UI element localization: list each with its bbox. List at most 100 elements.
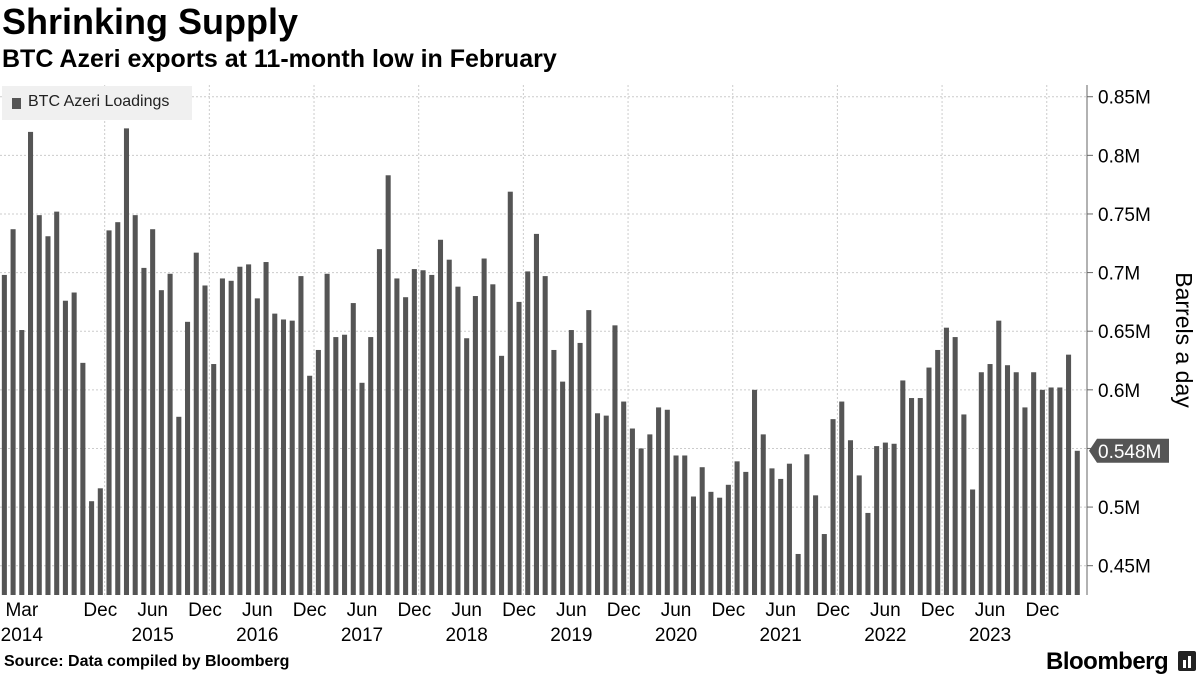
bar	[1074, 450, 1080, 595]
bar	[542, 276, 548, 595]
bar	[734, 461, 740, 595]
y-tick-label: 0.6M	[1098, 381, 1140, 402]
bar	[385, 175, 391, 595]
bar	[499, 355, 505, 595]
source-note: Source: Data compiled by Bloomberg	[4, 653, 290, 670]
x-tick-label: Jun	[451, 600, 482, 621]
bar	[525, 271, 531, 595]
bar	[420, 270, 426, 595]
bar	[664, 409, 670, 595]
bar	[10, 229, 16, 595]
bar	[394, 278, 400, 595]
bar	[123, 128, 130, 595]
bar	[786, 463, 792, 595]
x-year-label: 2019	[550, 625, 592, 646]
bar	[280, 319, 287, 595]
bar	[1048, 387, 1054, 595]
brand-wordmark: Bloomberg	[1046, 648, 1169, 675]
bar	[219, 278, 225, 595]
bar	[1039, 389, 1045, 595]
bar	[193, 252, 199, 596]
bar	[865, 512, 871, 595]
x-tick-label: Dec	[397, 600, 431, 621]
bar	[1013, 372, 1019, 595]
bar	[1031, 372, 1037, 595]
bar	[952, 337, 958, 595]
bar	[795, 553, 801, 595]
bloomberg-terminal-icon	[1178, 651, 1196, 671]
x-tick-label: Jun	[137, 600, 168, 621]
bar	[943, 327, 949, 595]
legend-swatch	[12, 98, 21, 109]
bar	[246, 264, 252, 595]
bar	[1, 274, 7, 595]
bar	[568, 330, 574, 595]
bar	[342, 334, 348, 595]
bar	[970, 489, 976, 595]
bar	[132, 215, 138, 595]
bar	[71, 292, 77, 595]
y-tick-label: 0.75M	[1098, 205, 1151, 226]
bar	[464, 338, 470, 595]
y-tick-label: 0.85M	[1098, 88, 1151, 109]
bar	[673, 455, 679, 595]
bar	[45, 236, 51, 595]
bar	[167, 273, 173, 595]
last-value-label: 0.548M	[1098, 442, 1161, 463]
bar	[54, 211, 60, 595]
bar	[298, 276, 304, 595]
bar	[315, 349, 321, 595]
bar	[1004, 365, 1011, 595]
bar	[376, 249, 382, 595]
bar	[516, 301, 522, 595]
bar	[961, 414, 967, 595]
x-tick-label: Jun	[975, 600, 1006, 621]
bar	[996, 320, 1002, 595]
bar	[882, 442, 888, 595]
bar	[621, 401, 627, 595]
x-tick-label: Jun	[870, 600, 901, 621]
bar	[272, 313, 278, 595]
bar	[481, 258, 487, 595]
bar	[830, 419, 836, 595]
bar	[228, 280, 234, 595]
bar	[472, 296, 478, 595]
bar	[368, 337, 374, 595]
bar	[533, 233, 539, 595]
bar	[237, 266, 243, 595]
bar	[629, 428, 635, 595]
bar	[725, 484, 731, 595]
bar	[917, 398, 923, 595]
bar	[1057, 387, 1063, 595]
x-year-label: 2017	[341, 625, 383, 646]
bar	[115, 222, 121, 595]
bar	[699, 467, 705, 595]
bar	[717, 497, 723, 595]
bar	[804, 454, 810, 595]
bar	[778, 478, 784, 595]
y-tick-label: 0.5M	[1098, 498, 1140, 519]
x-tick-label: Dec	[607, 600, 641, 621]
bar	[89, 501, 95, 595]
bar	[577, 342, 583, 595]
bar	[490, 284, 496, 595]
bar	[926, 367, 932, 595]
y-tick-label: 0.7M	[1098, 264, 1140, 285]
bar	[446, 259, 452, 595]
bar	[80, 362, 86, 595]
bar	[708, 491, 714, 595]
bar	[821, 534, 827, 595]
bar	[874, 446, 880, 595]
bar	[690, 496, 696, 595]
x-year-label: 2014	[1, 625, 44, 646]
y-tick-label: 0.45M	[1098, 557, 1151, 578]
x-tick-label: Dec	[502, 600, 536, 621]
chart-title: Shrinking Supply	[2, 1, 299, 42]
x-tick-label: Jun	[347, 600, 378, 621]
x-year-label: 2016	[236, 625, 278, 646]
x-tick-label: Jun	[556, 600, 587, 621]
bar	[752, 389, 758, 595]
bar	[769, 468, 775, 595]
x-year-label: 2018	[446, 625, 488, 646]
